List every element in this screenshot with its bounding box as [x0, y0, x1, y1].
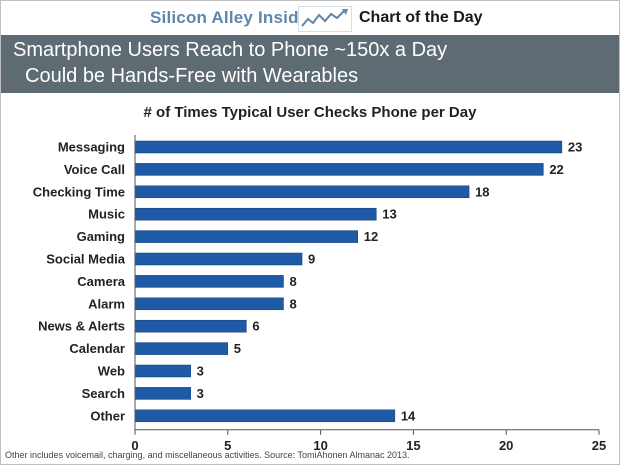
- category-label-checking-time: Checking Time: [33, 184, 125, 199]
- value-label-camera: 8: [289, 274, 296, 289]
- value-label-search: 3: [197, 386, 204, 401]
- category-label-other: Other: [90, 408, 125, 423]
- bar-messaging: [134, 140, 563, 154]
- category-label-gaming: Gaming: [77, 229, 125, 244]
- bar-music: [134, 207, 377, 221]
- x-tick-label-20: 20: [499, 438, 513, 450]
- bar-alarm: [134, 297, 284, 311]
- x-axis: 0 5 10 15 20 25: [131, 135, 606, 450]
- category-label-messaging: Messaging: [58, 140, 125, 155]
- x-tick-label-25: 25: [592, 438, 606, 450]
- brand-name: Silicon Alley Insider: [150, 8, 316, 27]
- category-label-search: Search: [82, 386, 125, 401]
- chart-title: # of Times Typical User Checks Phone per…: [143, 104, 477, 121]
- category-label-social-media: Social Media: [46, 252, 126, 267]
- category-label-web: Web: [98, 364, 125, 379]
- section-title: Chart of the Day: [359, 9, 483, 26]
- bar-web: [134, 364, 191, 378]
- category-label-music: Music: [88, 207, 125, 222]
- x-tick-label-10: 10: [313, 438, 327, 450]
- category-label-voice-call: Voice Call: [64, 162, 125, 177]
- bar-gaming: [134, 230, 358, 243]
- value-label-calendar: 5: [234, 341, 241, 356]
- category-label-alarm: Alarm: [88, 296, 125, 311]
- bar-checking-time: [134, 185, 470, 199]
- category-label-calendar: Calendar: [69, 341, 125, 356]
- value-label-other: 14: [401, 408, 416, 423]
- x-tick-label-0: 0: [131, 438, 138, 450]
- value-label-gaming: 12: [364, 229, 378, 244]
- bar-voice-call: [134, 163, 544, 176]
- bar-search: [134, 387, 191, 400]
- x-tick-label-5: 5: [224, 438, 231, 450]
- bar-social-media: [134, 252, 303, 266]
- value-label-news-alerts: 6: [252, 319, 259, 334]
- value-label-checking-time: 18: [475, 184, 489, 199]
- value-label-web: 3: [197, 364, 204, 379]
- bar-calendar: [134, 342, 229, 355]
- x-tick-label-15: 15: [406, 438, 420, 450]
- headline-banner: Smartphone Users Reach to Phone ~150x a …: [1, 35, 619, 93]
- value-label-social-media: 9: [308, 252, 315, 267]
- footnote: Other includes voicemail, charging, and …: [5, 450, 410, 460]
- value-label-alarm: 8: [289, 296, 296, 311]
- rising-line-chart-icon: [298, 6, 352, 32]
- category-label-news-alerts: News & Alerts: [38, 319, 125, 334]
- bar-camera: [134, 275, 284, 288]
- bar-news-alerts: [134, 319, 247, 333]
- bars-group: Messaging 23 Voice Call 22 Checking Time 18 Mu…: [33, 140, 583, 424]
- headline-line-1: Smartphone Users Reach to Phone ~150x a …: [13, 39, 448, 61]
- value-label-messaging: 23: [568, 140, 582, 155]
- value-label-voice-call: 22: [549, 162, 563, 177]
- category-label-camera: Camera: [77, 274, 125, 289]
- headline-line-2: Could be Hands-Free with Wearables: [25, 65, 359, 87]
- bar-chart: Messaging 23 Voice Call 22 Checking Time 18 Mu…: [33, 135, 606, 450]
- header: Silicon Alley Insider Chart of the Day: [1, 1, 619, 35]
- bar-other: [134, 409, 396, 423]
- value-label-music: 13: [382, 207, 396, 222]
